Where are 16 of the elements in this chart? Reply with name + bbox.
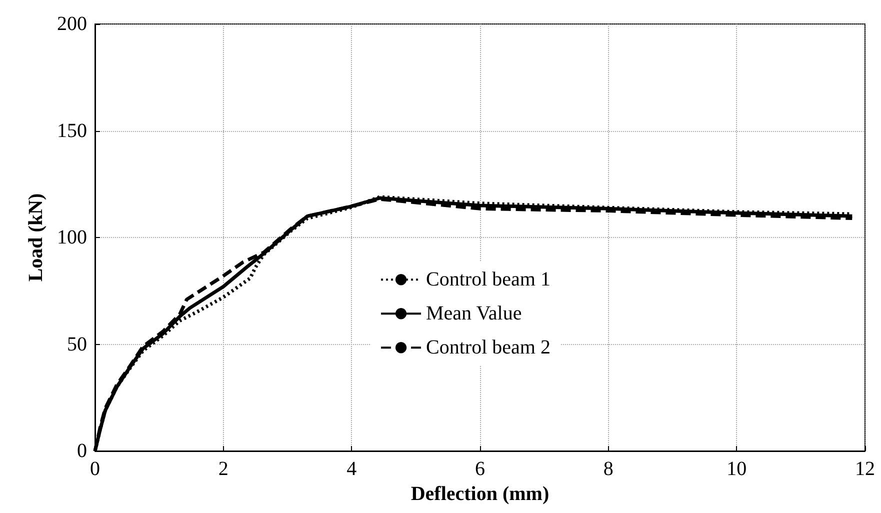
legend-label: Mean Value: [426, 302, 522, 325]
x-axis-title: Deflection (mm): [410, 482, 550, 505]
y-tick-label: 50: [67, 333, 87, 356]
y-tick-label: 150: [57, 120, 87, 142]
x-tick-label: 8: [603, 458, 614, 480]
x-tick-label: 2: [218, 458, 228, 480]
x-tick-label: 10: [726, 458, 747, 480]
y-tick-label: 100: [57, 226, 87, 248]
y-tick-label: 200: [57, 13, 87, 35]
legend-label: Control beam 1: [426, 268, 550, 291]
x-tick-label: 4: [346, 458, 357, 480]
y-tick-label: 0: [77, 440, 87, 462]
legend-label: Control beam 2: [426, 336, 550, 359]
x-tick-label: 12: [855, 458, 875, 480]
y-axis-title: Load (kN): [25, 193, 48, 282]
x-tick-label: 6: [475, 458, 485, 480]
